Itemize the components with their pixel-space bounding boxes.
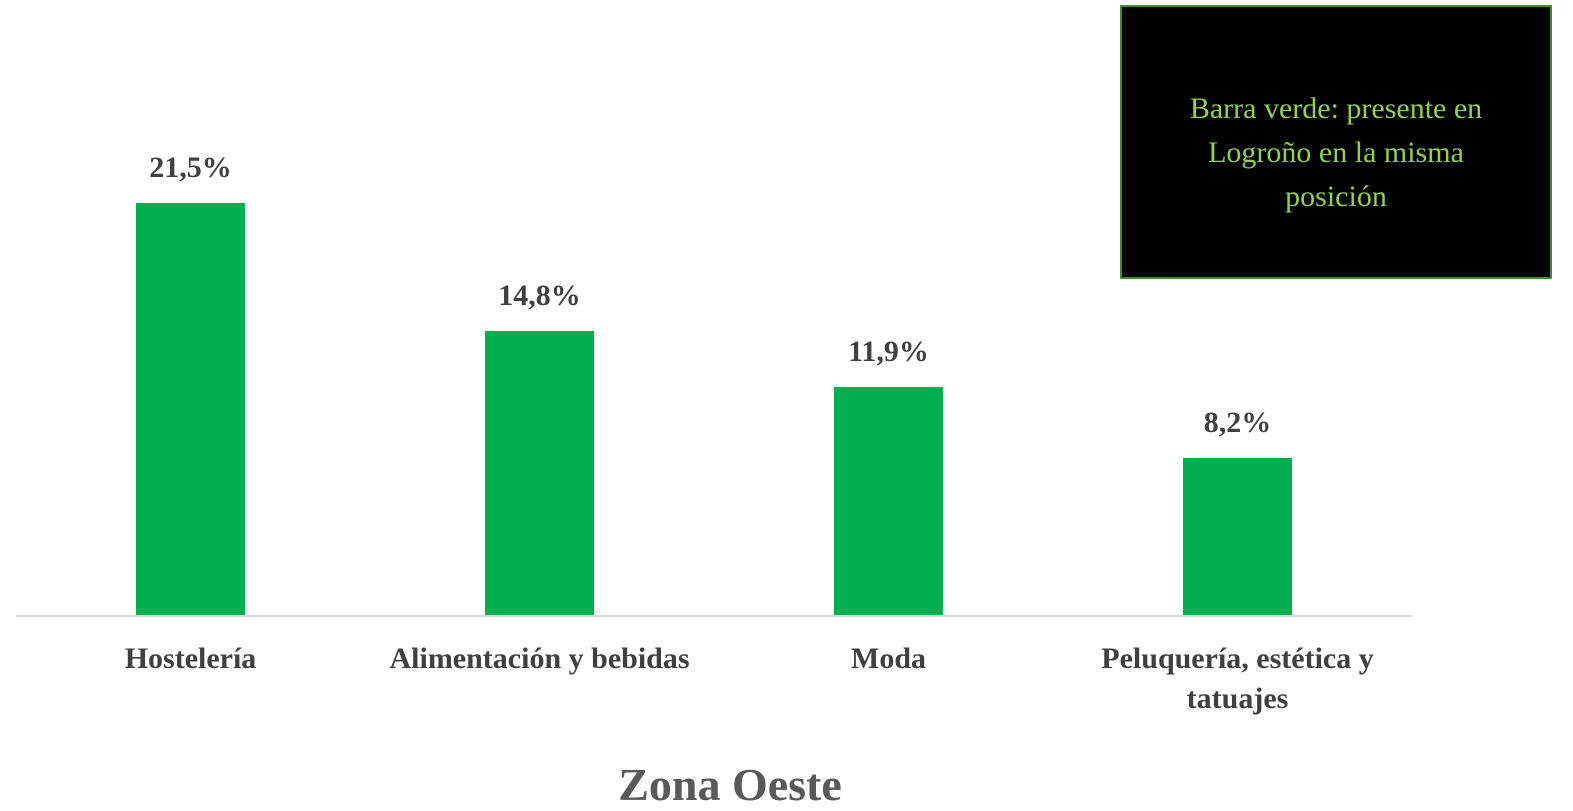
annotation-box: Barra verde: presente en Logroño en la m…: [1120, 5, 1552, 279]
x-tick-label: Moda: [851, 642, 926, 675]
chart-title: Zona Oeste: [618, 759, 842, 810]
data-label: 14,8%: [498, 279, 581, 313]
x-axis-line: [16, 615, 1412, 617]
bar: [485, 331, 594, 615]
bar: [136, 203, 245, 615]
annotation: Barra verde: presente en Logroño en la m…: [1189, 92, 1483, 213]
bar: [1183, 457, 1292, 615]
data-label: 11,9%: [848, 334, 929, 368]
x-tick-label: Alimentación y bebidas: [389, 642, 690, 675]
data-label: 21,5%: [149, 151, 232, 185]
data-label: 8,2%: [1203, 405, 1272, 439]
x-tick-label: Peluquería, estética y tatuajes: [1101, 642, 1374, 715]
x-tick-label: Hostelería: [124, 642, 257, 675]
bar: [834, 386, 943, 615]
